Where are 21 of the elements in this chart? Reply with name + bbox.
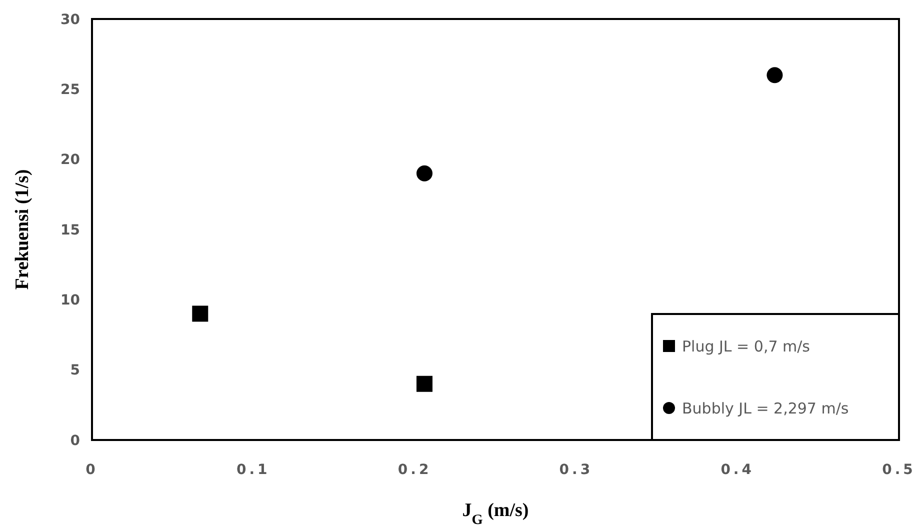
x-tick-label: 0.5 bbox=[882, 462, 916, 478]
point bbox=[766, 67, 783, 84]
x-tick-label: 0 bbox=[86, 462, 98, 478]
x-axis-title: J$_{G}$ (m/s) bbox=[462, 500, 529, 528]
x-tick-label: 0.1 bbox=[236, 462, 270, 478]
y-axis-title: Frekuensi (1/s) bbox=[12, 169, 33, 290]
x-tick-label: 0.2 bbox=[398, 462, 432, 478]
x-tick-label: 0.4 bbox=[720, 462, 755, 478]
y-tick-label: 30 bbox=[60, 12, 80, 28]
y-tick-label: 5 bbox=[70, 362, 80, 379]
legend-label: Plug JL = 0,7 m/s bbox=[682, 337, 810, 356]
y-tick-label: 10 bbox=[60, 292, 80, 309]
y-tick-label: 20 bbox=[60, 152, 80, 168]
point bbox=[192, 306, 208, 322]
y-tick-label: 15 bbox=[60, 222, 80, 238]
y-tick-label: 0 bbox=[70, 432, 80, 449]
y-tick-label: 25 bbox=[60, 82, 80, 98]
point bbox=[416, 165, 432, 182]
x-tick-label: 0.3 bbox=[559, 462, 594, 478]
point bbox=[416, 376, 432, 392]
legend-label: Bubbly JL = 2,297 m/s bbox=[682, 399, 849, 418]
